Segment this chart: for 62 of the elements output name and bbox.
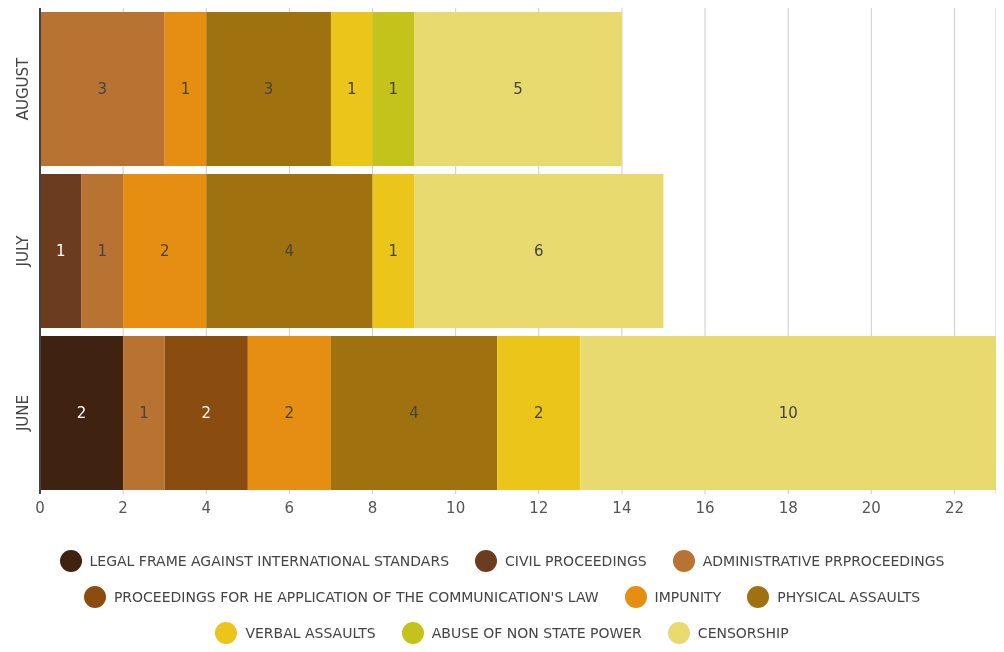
data-label: 1	[388, 242, 399, 261]
legend-label: PHYSICAL ASSAULTS	[776, 588, 921, 607]
bar	[123, 336, 165, 490]
data-label: 3	[263, 80, 274, 99]
data-label: 1	[346, 80, 357, 99]
data-label: 2	[284, 404, 295, 423]
bar	[497, 336, 581, 490]
y-tick-label: JULY	[14, 234, 32, 268]
legend-label: PROCEEDINGS FOR HE APPLICATION OF THE COMMUNICATION'S LAW	[112, 588, 599, 607]
y-tick-label: AUGUST	[14, 56, 32, 121]
legend-label: IMPUNITY	[653, 588, 722, 607]
data-label: 1	[56, 242, 66, 261]
data-label: 1	[388, 80, 399, 99]
data-label: 1	[180, 80, 191, 99]
legend-label: ADMINISTRATIVE PRPROCEEDINGS	[701, 552, 945, 571]
data-label: 10	[778, 404, 798, 423]
data-label: 2	[534, 404, 544, 423]
x-tick-label: 8	[367, 498, 378, 517]
x-tick-label: 14	[612, 498, 632, 517]
bar	[123, 174, 207, 328]
bar	[206, 174, 373, 328]
bar	[164, 12, 207, 166]
data-label: 4	[284, 242, 295, 261]
legend-label: CENSORSHIP	[696, 624, 789, 643]
bar	[206, 12, 331, 166]
bar	[372, 174, 415, 328]
data-label: 1	[139, 404, 149, 423]
data-label: 5	[513, 80, 523, 99]
bar	[164, 336, 248, 490]
x-tick-label: 12	[529, 498, 549, 517]
x-tick-label: 2	[118, 498, 128, 517]
data-label: 6	[534, 242, 544, 261]
bar	[247, 336, 331, 490]
x-tick-label: 20	[861, 498, 881, 517]
bar	[414, 174, 664, 328]
bar	[330, 336, 498, 490]
bar	[40, 12, 165, 166]
data-label: 2	[159, 242, 170, 261]
bar	[580, 336, 996, 490]
x-tick-label: 10	[446, 498, 466, 517]
legend-label: LEGAL FRAME AGAINST INTERNATIONAL STANDARS	[88, 552, 450, 571]
x-tick-label: 6	[284, 498, 295, 517]
legend-label: VERBAL ASSAULTS	[244, 624, 376, 643]
x-tick-label: 22	[944, 498, 964, 517]
bar	[414, 12, 622, 166]
data-label: 4	[409, 404, 419, 423]
bar	[40, 174, 82, 328]
bar	[330, 12, 373, 166]
bar	[40, 336, 124, 490]
x-tick-label: 4	[201, 498, 212, 517]
x-tick-label: 16	[695, 498, 715, 517]
bar	[81, 174, 124, 328]
data-label: 2	[201, 404, 212, 423]
legend-label: CIVIL PROCEEDINGS	[504, 552, 647, 571]
data-label: 2	[76, 404, 87, 423]
legend-label: ABUSE OF NON STATE POWER	[430, 624, 642, 643]
y-tick-label: JUNE	[14, 394, 32, 433]
x-tick-label: 18	[778, 498, 798, 517]
data-label: 1	[97, 242, 108, 261]
bar	[372, 12, 415, 166]
x-tick-label: 0	[35, 498, 45, 517]
data-label: 3	[97, 80, 108, 99]
